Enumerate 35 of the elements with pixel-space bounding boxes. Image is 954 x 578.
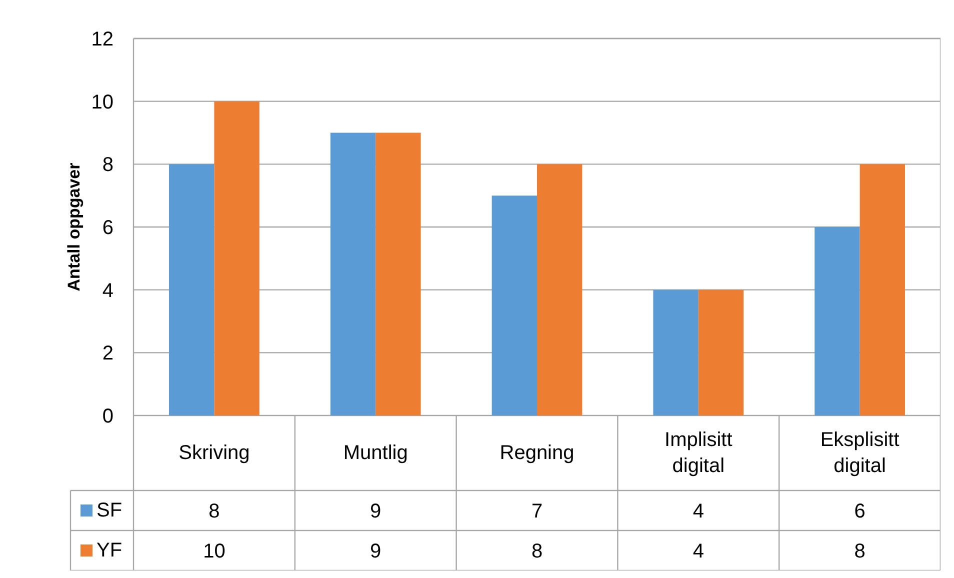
- bar: [492, 196, 537, 416]
- y-tick-label: 8: [102, 154, 114, 176]
- data-label: 6: [854, 500, 866, 522]
- x-tick-label: Eksplisitt digital: [820, 428, 900, 478]
- data-label: 8: [854, 540, 866, 562]
- data-label: 4: [692, 500, 704, 522]
- bar: [814, 227, 860, 416]
- y-axis-title: Antall oppgaver: [64, 162, 84, 292]
- legend-label: SF: [96, 500, 122, 522]
- data-label: 8: [531, 540, 543, 562]
- x-tick-label: Skriving: [178, 442, 250, 464]
- data-label: 4: [692, 540, 704, 562]
- legend-label: YF: [96, 540, 122, 562]
- bar: [214, 101, 260, 416]
- x-tick-label: Implisitt digital: [664, 428, 733, 478]
- y-tick-label: 4: [102, 280, 114, 302]
- y-tick-label: 2: [102, 342, 114, 365]
- y-tick-label: 12: [91, 28, 114, 50]
- x-tick-label: Muntlig: [343, 442, 408, 464]
- y-tick-label: 6: [102, 217, 114, 239]
- data-label: 9: [370, 500, 382, 522]
- data-label: 7: [531, 500, 543, 522]
- bar: [169, 164, 214, 416]
- data-label: 9: [370, 540, 382, 562]
- bar: [537, 164, 582, 416]
- y-tick-label: 10: [91, 91, 114, 114]
- bar: [330, 132, 376, 416]
- bar: [698, 290, 744, 416]
- x-tick-label: Regning: [500, 442, 574, 464]
- y-tick-label: 0: [102, 406, 114, 428]
- bar: [860, 164, 905, 416]
- data-label: 8: [208, 500, 220, 522]
- bar: [653, 290, 698, 416]
- data-label: 10: [203, 540, 226, 562]
- bar: [376, 132, 421, 416]
